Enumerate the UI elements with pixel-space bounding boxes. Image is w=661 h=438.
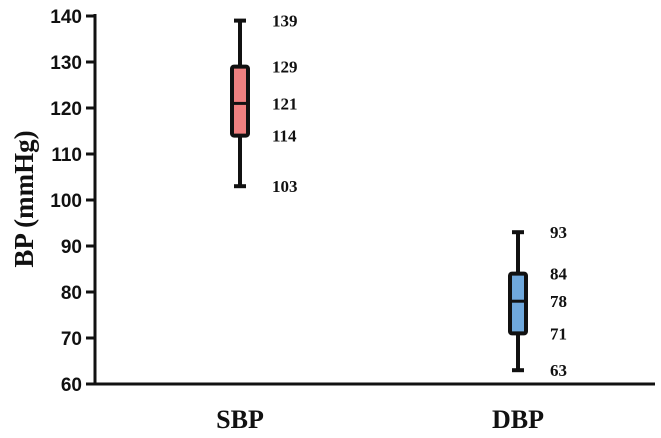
data-label-q1: 71 <box>550 324 567 343</box>
y-axis-title: BP (mmHg) <box>9 130 39 267</box>
y-tick-label: 80 <box>61 283 82 304</box>
boxes: 139 129 121 114 103 93 84 78 71 63 <box>230 12 568 380</box>
category-label-sbp: SBP <box>216 405 264 434</box>
box-iqr <box>508 271 528 336</box>
data-label-q1: 114 <box>272 127 297 146</box>
y-tick-label: 70 <box>61 329 82 350</box>
y-tick-label: 100 <box>50 191 82 212</box>
category-labels: SBP DBP <box>216 405 544 434</box>
data-label-median: 121 <box>272 94 298 113</box>
axes <box>93 14 655 386</box>
category-label-dbp: DBP <box>492 405 544 434</box>
data-label-min: 63 <box>550 361 567 380</box>
data-label-median: 78 <box>550 292 567 311</box>
y-ticks: 60 70 80 90 100 110 120 130 140 <box>50 7 95 396</box>
y-tick-label: 90 <box>61 237 82 258</box>
y-tick-label: 140 <box>50 7 82 28</box>
y-tick-label: 130 <box>50 53 82 74</box>
box-iqr <box>230 64 250 138</box>
data-label-q3: 84 <box>550 265 568 284</box>
box-sbp: 139 129 121 114 103 <box>230 12 298 196</box>
box-dbp: 93 84 78 71 63 <box>508 223 568 380</box>
data-label-min: 103 <box>272 177 298 196</box>
y-tick-label: 60 <box>61 375 82 396</box>
y-tick-label: 120 <box>50 99 82 120</box>
data-label-q3: 129 <box>272 58 298 77</box>
data-label-max: 93 <box>550 223 567 242</box>
y-tick-label: 110 <box>51 145 82 166</box>
data-label-max: 139 <box>272 12 298 31</box>
